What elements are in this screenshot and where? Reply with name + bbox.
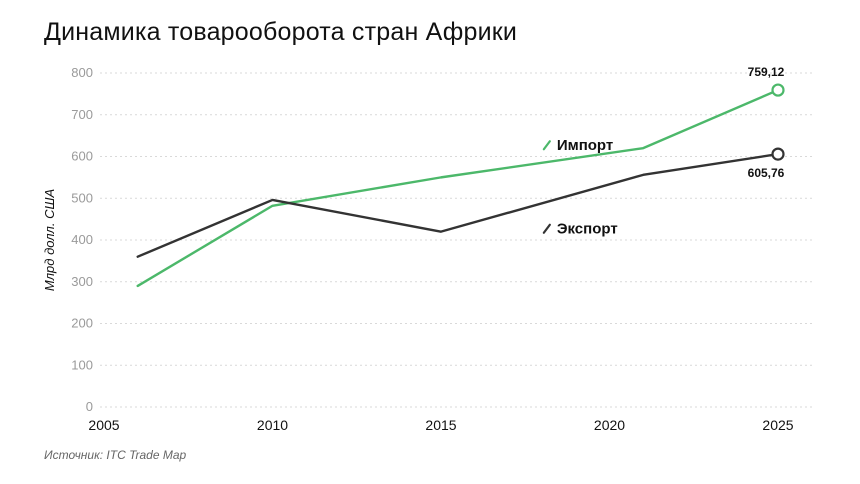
chart-title: Динамика товарооборота стран Африки bbox=[44, 18, 518, 46]
y-tick-label: 200 bbox=[71, 316, 93, 331]
series-line-export bbox=[136, 152, 780, 258]
y-tick-label: 700 bbox=[71, 107, 93, 122]
series-lines: 759,12 605,76 bbox=[136, 65, 785, 288]
y-tick-label: 400 bbox=[71, 232, 93, 247]
x-tick-label: 2010 bbox=[257, 417, 288, 433]
end-point-marker bbox=[771, 83, 785, 97]
grid-lines bbox=[100, 72, 815, 408]
y-tick-label: 600 bbox=[71, 149, 93, 164]
y-tick-label: 800 bbox=[71, 65, 93, 80]
y-axis-label: Млрд долл. США bbox=[42, 189, 57, 291]
legend: Импорт Экспорт bbox=[542, 137, 618, 238]
x-tick-label: 2005 bbox=[88, 417, 119, 433]
legend-swatch bbox=[542, 223, 551, 234]
y-tick-label: 500 bbox=[71, 190, 93, 205]
source-note: Источник: ITC Trade Map bbox=[44, 448, 187, 462]
y-tick-label: 0 bbox=[86, 399, 93, 414]
end-point-marker bbox=[771, 147, 785, 161]
legend-label: Экспорт bbox=[557, 221, 618, 238]
x-axis-ticks: 2005 2010 2015 2020 2025 bbox=[88, 417, 793, 433]
x-tick-label: 2020 bbox=[594, 417, 625, 433]
y-tick-label: 300 bbox=[71, 274, 93, 289]
data-label: 759,12 bbox=[748, 65, 785, 79]
legend-swatch bbox=[542, 140, 551, 151]
y-axis-ticks: 0 100 200 300 400 500 600 700 800 bbox=[71, 65, 93, 414]
y-tick-label: 100 bbox=[71, 357, 93, 372]
data-label: 605,76 bbox=[748, 166, 785, 180]
x-tick-label: 2025 bbox=[762, 417, 793, 433]
x-tick-label: 2015 bbox=[425, 417, 456, 433]
series-line-import bbox=[136, 88, 780, 288]
legend-label: Импорт bbox=[557, 137, 613, 154]
